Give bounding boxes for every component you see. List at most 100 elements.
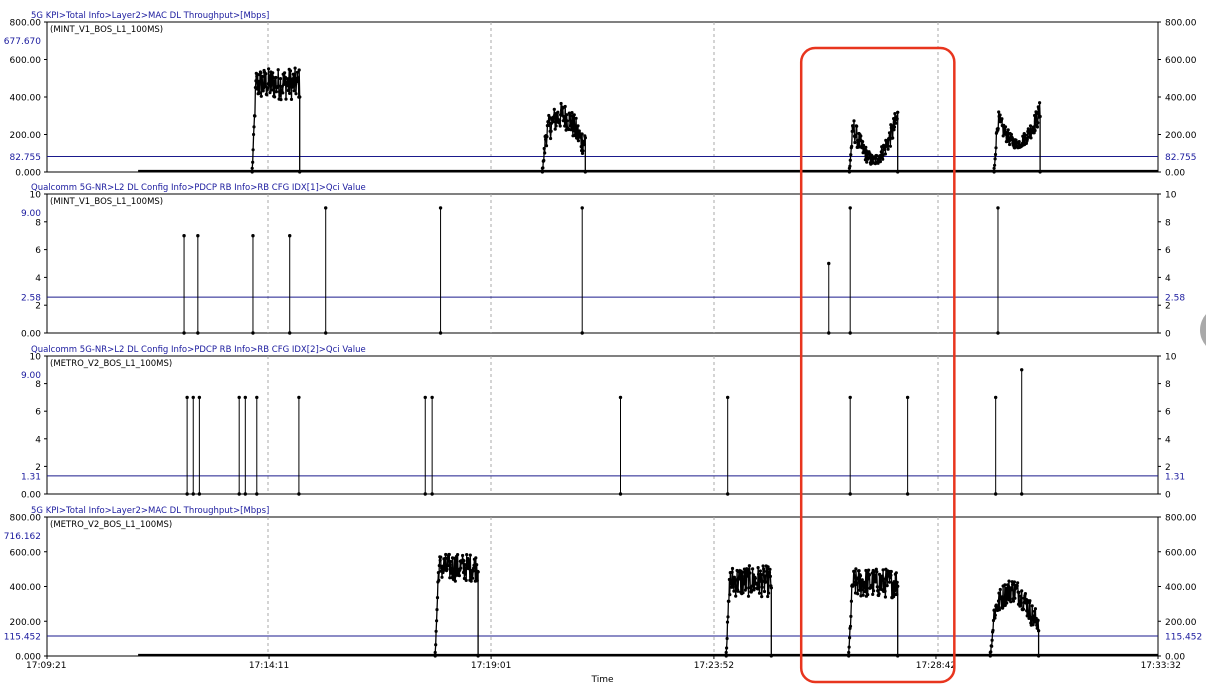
x-tick-label: 17:28:42 [916,661,956,671]
data-point [544,137,548,141]
data-point [881,568,885,572]
data-point [476,570,480,574]
right-y-tick-label: 8 [1165,218,1171,228]
qci-spike-8 [827,261,831,335]
data-point [992,166,996,170]
data-point [866,593,870,597]
spike-base-point [827,331,831,335]
data-point [286,88,290,93]
data-point [764,580,768,584]
data-point [763,574,767,578]
spike-top-point [1020,368,1024,372]
data-point [440,575,444,579]
data-point [883,589,887,593]
plot-area [46,355,1159,495]
chart-panels: 5G KPI>Total Info>Layer2>MAC DL Throughp… [4,11,1202,663]
data-point [855,124,859,128]
data-point [887,131,892,135]
spike-top-point [243,395,248,400]
data-point [1006,139,1010,143]
right-y-tick-label: 600.00 [1165,548,1197,558]
data-point [469,579,473,583]
data-point [895,580,899,584]
data-point [891,136,895,140]
data-point [271,71,275,75]
spike-top-point [430,395,434,400]
data-point [467,559,471,563]
data-point [1001,134,1005,138]
spike-base-point [993,492,998,496]
spike-base-point [618,492,623,496]
data-point [728,593,732,597]
spike-base-point [182,331,186,335]
data-point [551,120,555,124]
right-y-tick-label: 0.00 [1165,653,1185,663]
data-point [577,129,581,133]
spike-top-point [580,206,584,210]
spike-top-point [185,395,189,400]
data-point [559,101,563,106]
data-point [438,558,442,562]
data-point [874,580,878,584]
data-point [582,143,587,147]
qci-spike-1 [185,395,189,496]
data-point [298,95,302,99]
data-point [883,152,888,156]
data-point [252,125,256,129]
data-point [580,151,585,155]
data-point [565,113,569,117]
throughput-burst-2 [540,101,587,174]
data-point [465,553,469,557]
data-point [268,84,273,88]
data-point [867,573,872,577]
data-point [1025,609,1029,613]
spike-base-point [905,492,910,496]
data-point [579,145,583,149]
chart-panel-1: 5G KPI>Total Info>Layer2>MAC DL Throughp… [4,11,1197,179]
data-point [296,76,300,80]
data-point [993,613,997,617]
data-point [468,553,472,557]
highlight-box [799,46,956,684]
data-point [731,585,735,589]
data-point [882,577,886,581]
overlay-layer [799,46,1206,684]
data-point [274,90,278,94]
spike-base-point [297,492,301,496]
data-point [466,567,471,571]
data-point [448,576,452,580]
series-path-label: Qualcomm 5G-NR>L2 DL Config Info>PDCP RB… [31,183,366,193]
y-tick-label: 200.00 [10,131,42,141]
data-point [544,144,549,148]
data-point [560,108,564,113]
spike-top-point [196,234,200,238]
data-point [459,566,463,570]
y-tick-label: 4 [35,435,41,445]
data-point [762,567,766,571]
data-point [860,146,864,150]
data-point [541,166,545,170]
y-tick-label: 2 [35,302,41,312]
spike-top-point [848,395,852,400]
data-point [752,586,757,590]
right-y-tick-label: 8 [1165,380,1171,390]
data-point [748,571,752,575]
data-point [573,134,577,138]
series-legend: (METRO_V2_BOS_L1_100MS) [50,359,172,369]
data-point [1033,119,1038,123]
data-point [1000,595,1004,599]
data-point [288,91,292,95]
data-point [1031,623,1035,627]
data-point [997,608,1002,612]
y-tick-label: 4 [35,274,41,284]
data-point [854,135,858,139]
spike-base-point [725,492,730,496]
data-point [993,616,997,620]
reference-label-left: 115.452 [4,632,41,642]
data-point [445,556,450,561]
data-point [1026,598,1030,603]
data-point [574,116,578,120]
data-point [563,104,567,109]
data-point [858,574,863,578]
data-point [439,555,443,559]
